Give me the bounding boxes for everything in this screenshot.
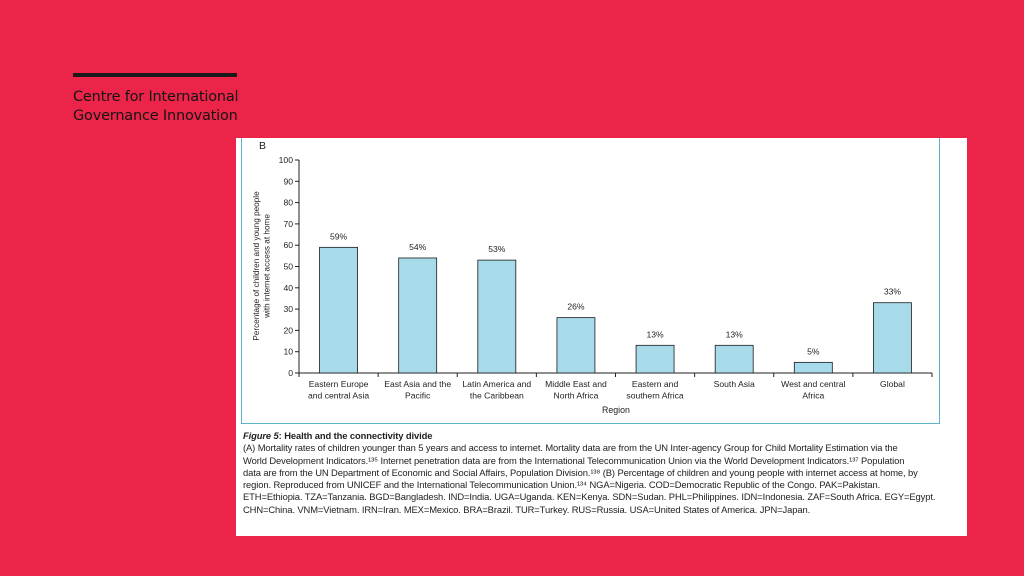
x-tick-label: Eastern Europe and central Asia bbox=[308, 379, 369, 401]
logo-line-2: Governance Innovation bbox=[73, 108, 238, 124]
bar bbox=[635, 344, 675, 374]
y-tick-label: 80 bbox=[283, 198, 293, 208]
bar bbox=[477, 259, 517, 374]
x-tick-label-line: Latin America and bbox=[462, 379, 531, 389]
x-tick-label-line: South Asia bbox=[714, 379, 755, 389]
data-label: 54% bbox=[409, 242, 427, 252]
y-tick-label: 10 bbox=[283, 347, 293, 357]
x-tick-label-line: Eastern and bbox=[632, 379, 679, 389]
x-tick-label: West and central Africa bbox=[781, 379, 845, 401]
bar bbox=[398, 257, 438, 374]
y-tick-label: 50 bbox=[283, 262, 293, 272]
data-label: 13% bbox=[726, 329, 744, 339]
bar bbox=[556, 317, 596, 374]
data-label: 13% bbox=[646, 329, 664, 339]
y-tick-label: 30 bbox=[283, 304, 293, 314]
logo-rule bbox=[73, 73, 237, 77]
x-tick-label-line: Eastern Europe bbox=[309, 379, 369, 389]
y-tick-label: 70 bbox=[283, 219, 293, 229]
x-tick-label-line: East Asia and the bbox=[384, 379, 451, 389]
bar bbox=[714, 344, 754, 374]
bar bbox=[319, 246, 358, 374]
data-label: 5% bbox=[807, 346, 820, 356]
bar bbox=[793, 361, 833, 374]
cigi-logo: Centre for International Governance Inno… bbox=[73, 88, 239, 126]
x-tick-label-line: West and central bbox=[781, 379, 845, 389]
x-tick-label-line: Africa bbox=[802, 391, 824, 401]
y-axis-title: Percentage of children and young people w… bbox=[252, 191, 272, 341]
x-tick-label: Global bbox=[880, 379, 905, 389]
x-tick-label: East Asia and the Pacific bbox=[384, 379, 451, 401]
figure-caption: Figure 5: Health and the connectivity di… bbox=[243, 430, 943, 516]
x-tick-label: Middle East and North Africa bbox=[545, 379, 607, 401]
y-tick-label: 100 bbox=[279, 155, 294, 165]
caption-line: (A) Mortality rates of children younger … bbox=[243, 442, 898, 454]
caption-heading: Figure 5: Health and the connectivity di… bbox=[243, 430, 943, 442]
x-axis-title: Region bbox=[602, 405, 630, 415]
x-tick-label-line: and central Asia bbox=[308, 391, 369, 401]
data-label: 33% bbox=[884, 287, 902, 297]
caption-figure-label: Figure 5 bbox=[243, 430, 279, 441]
chart-frame bbox=[241, 138, 940, 424]
y-tick-label: 90 bbox=[283, 176, 293, 186]
x-tick-label-line: Middle East and bbox=[545, 379, 607, 389]
panel-label: B bbox=[259, 140, 266, 152]
y-tick-label: 0 bbox=[288, 368, 293, 378]
y-axis-title-line: Percentage of children and young people bbox=[252, 191, 261, 341]
x-tick-label: South Asia bbox=[714, 379, 755, 389]
caption-line: region. Reproduced from UNICEF and the I… bbox=[243, 479, 881, 491]
caption-line: data are from the UN Department of Econo… bbox=[243, 466, 918, 478]
x-tick-label-line: southern Africa bbox=[626, 391, 684, 401]
caption-line: CHN=China. VNM=Vietnam. IRN=Iran. MEX=Me… bbox=[243, 503, 811, 515]
logo-line-1: Centre for International bbox=[73, 89, 239, 105]
x-tick-label-line: North Africa bbox=[553, 391, 598, 401]
x-tick-label-line: the Caribbean bbox=[470, 391, 524, 401]
caption-title: : Health and the connectivity divide bbox=[278, 430, 433, 441]
data-label: 53% bbox=[488, 244, 506, 254]
x-tick-label: Latin America and the Caribbean bbox=[462, 379, 531, 401]
caption-line: ETH=Ethiopia. TZA=Tanzania. BGD=Banglade… bbox=[243, 491, 936, 503]
y-tick-label: 60 bbox=[283, 240, 293, 250]
y-tick-label: 20 bbox=[283, 325, 293, 335]
caption-line: World Development Indicators.¹³⁵ Interne… bbox=[243, 454, 905, 466]
bar bbox=[873, 302, 912, 374]
x-tick-label-line: Pacific bbox=[405, 391, 431, 401]
y-tick-label: 40 bbox=[283, 283, 293, 293]
y-axis-title-line: with internet access at home bbox=[263, 214, 272, 319]
x-tick-label: Eastern and southern Africa bbox=[626, 379, 684, 401]
data-label: 26% bbox=[567, 302, 585, 312]
x-tick-label-line: Global bbox=[880, 379, 905, 389]
data-label: 59% bbox=[330, 231, 348, 241]
